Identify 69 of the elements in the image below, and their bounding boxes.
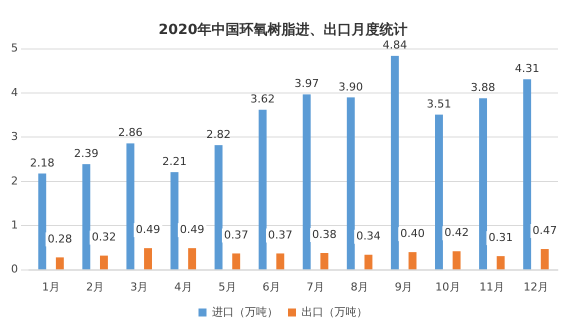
y-tick-label: 2 — [11, 174, 18, 188]
x-tick-label: 6月 — [262, 280, 280, 294]
x-tick-label: 11月 — [479, 280, 504, 294]
y-tick-label: 4 — [11, 86, 18, 99]
bar — [435, 114, 443, 270]
data-label: 0.49 — [136, 223, 160, 236]
data-label: 2.39 — [74, 147, 99, 160]
data-label: 2.18 — [30, 156, 54, 170]
y-tick-label: 5 — [11, 42, 18, 55]
data-label: 3.62 — [250, 92, 275, 106]
bar — [540, 249, 549, 270]
bar — [258, 110, 267, 270]
x-tick-label: 1月 — [42, 280, 60, 294]
data-label: 0.40 — [400, 226, 425, 240]
data-label: 2.86 — [118, 126, 143, 140]
data-label: 2.21 — [162, 154, 187, 168]
bar — [100, 256, 108, 270]
data-label: 0.42 — [444, 226, 469, 240]
data-label: 0.49 — [180, 223, 204, 236]
x-tick-label: 3月 — [130, 280, 148, 294]
data-label: 0.37 — [268, 228, 293, 242]
x-tick-label: 4月 — [174, 280, 192, 294]
legend-label: 进口（万吨） — [212, 305, 278, 318]
chart-title: 2020年中国环氧树脂进、出口月度统计 — [158, 21, 408, 38]
y-tick-label: 1 — [11, 218, 18, 232]
legend-label: 出口（万吨） — [302, 305, 368, 318]
data-label: 0.47 — [532, 224, 558, 237]
data-label: 2.82 — [206, 128, 231, 142]
bar — [38, 173, 46, 270]
bar — [144, 248, 152, 270]
bar — [320, 253, 328, 270]
data-label: 0.38 — [312, 228, 337, 241]
x-tick-label: 12月 — [523, 280, 548, 294]
bar — [496, 256, 505, 270]
bar — [82, 164, 90, 270]
bar — [214, 145, 223, 270]
data-label: 0.31 — [488, 230, 513, 244]
bar — [346, 97, 355, 270]
data-label: 0.32 — [92, 230, 116, 244]
data-label: 3.97 — [294, 77, 319, 90]
x-tick-label: 7月 — [306, 280, 325, 294]
x-tick-label: 10月 — [435, 280, 460, 294]
data-label: 4.84 — [382, 38, 408, 52]
data-label: 3.90 — [338, 80, 364, 94]
bar — [523, 79, 532, 270]
data-label: 3.88 — [470, 81, 496, 94]
bar — [232, 253, 240, 270]
data-label: 0.34 — [356, 230, 381, 243]
x-tick-label: 2月 — [86, 280, 104, 294]
y-tick-label: 0 — [11, 262, 18, 276]
x-tick-label: 9月 — [394, 280, 413, 294]
bar — [452, 251, 461, 270]
data-label: 0.37 — [224, 228, 248, 242]
bar — [479, 98, 488, 270]
y-tick-label: 3 — [11, 130, 18, 144]
bar — [408, 252, 416, 270]
x-tick-label: 5月 — [218, 280, 236, 294]
data-label: 3.51 — [426, 98, 452, 111]
bar — [170, 172, 178, 270]
data-label: 0.28 — [48, 232, 72, 246]
data-label: 4.31 — [514, 62, 540, 76]
bar — [188, 248, 196, 270]
bar — [126, 143, 134, 270]
bar — [390, 56, 399, 270]
bar — [276, 253, 284, 270]
bar — [302, 94, 311, 270]
x-tick-label: 8月 — [350, 280, 369, 294]
bar — [56, 257, 64, 270]
bar — [364, 254, 372, 270]
